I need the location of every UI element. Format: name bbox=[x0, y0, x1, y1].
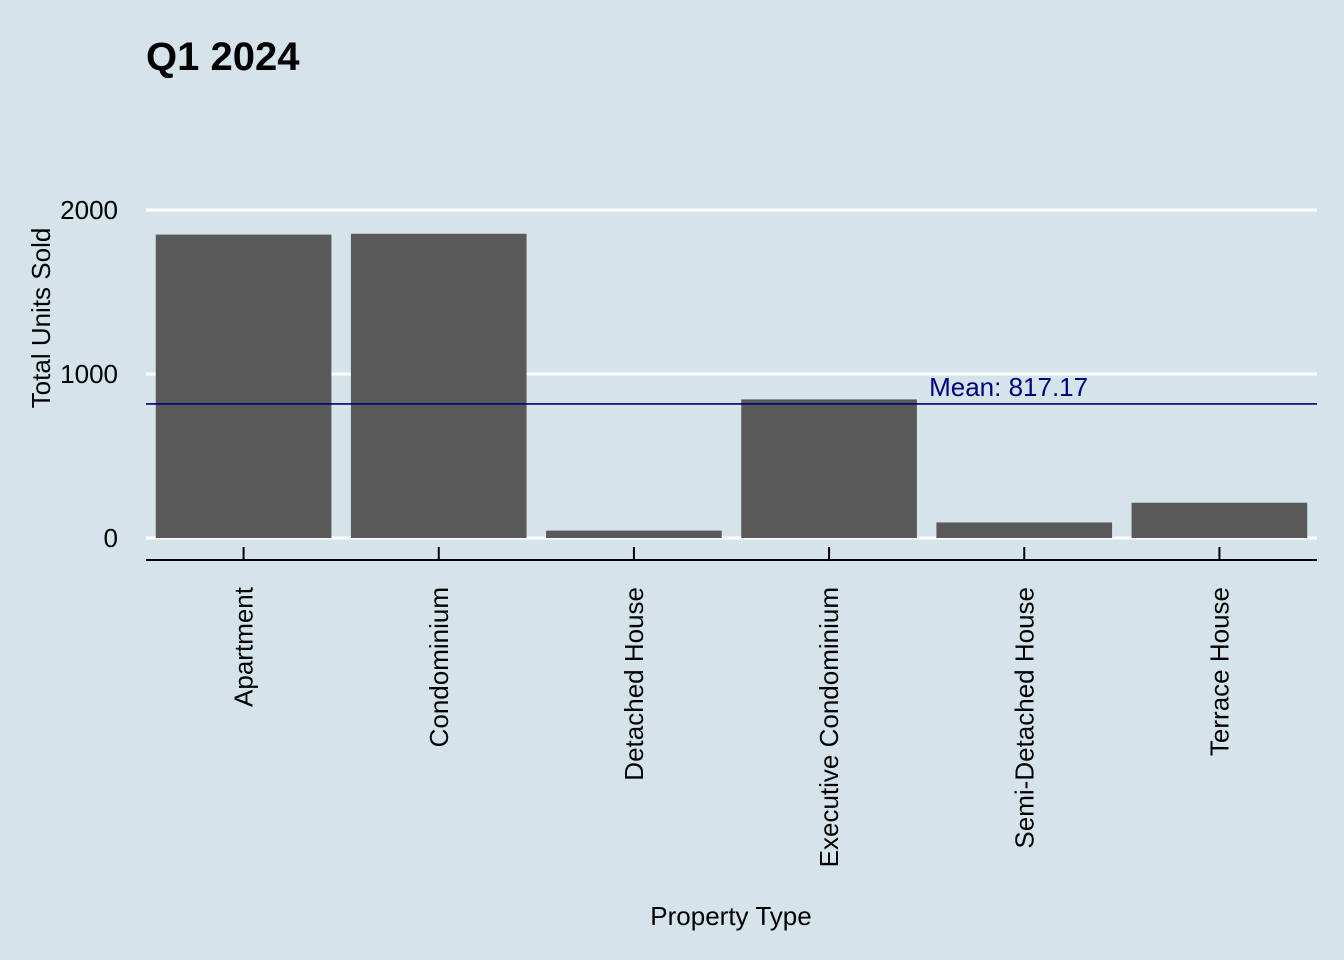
x-tick-label: Semi-Detached House bbox=[1009, 587, 1039, 849]
mean-label: Mean: 817.17 bbox=[929, 372, 1088, 402]
x-axis-label: Property Type bbox=[650, 901, 811, 931]
y-tick-label: 1000 bbox=[60, 359, 118, 389]
y-tick-label: 2000 bbox=[60, 195, 118, 225]
y-axis-label: Total Units Sold bbox=[26, 228, 56, 409]
bar bbox=[546, 530, 722, 538]
x-tick-label: Detached House bbox=[619, 587, 649, 781]
x-tick-label: Condominium bbox=[424, 587, 454, 747]
bars bbox=[155, 233, 1308, 538]
x-tick-label: Apartment bbox=[229, 586, 259, 707]
x-tick-label: Executive Condominium bbox=[814, 587, 844, 867]
chart-title: Q1 2024 bbox=[146, 35, 300, 79]
bar bbox=[350, 233, 527, 538]
bar bbox=[1131, 502, 1308, 538]
bar bbox=[155, 234, 332, 538]
x-tick-label: Terrace House bbox=[1204, 587, 1234, 756]
gridlines bbox=[146, 208, 1317, 540]
y-axis-ticks: 0 1000 2000 bbox=[60, 195, 118, 553]
mean-reference: Mean: 817.17 bbox=[146, 372, 1317, 405]
bar bbox=[741, 399, 917, 538]
bar bbox=[936, 522, 1113, 538]
y-tick-label: 0 bbox=[104, 523, 118, 553]
x-axis-ticks: Apartment Condominium Detached House Execut… bbox=[229, 547, 1234, 867]
